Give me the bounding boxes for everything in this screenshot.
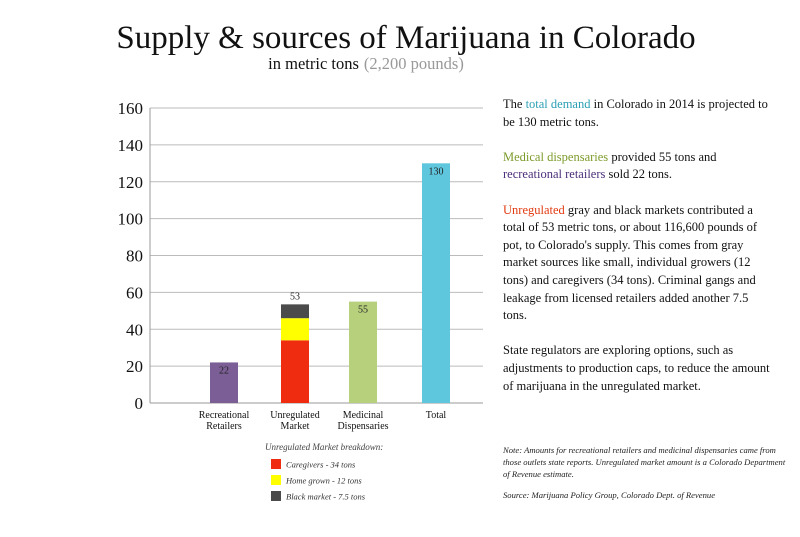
y-tick-label: 100 — [118, 210, 144, 229]
legend-swatch — [271, 491, 281, 501]
bar — [210, 362, 238, 403]
y-tick-label: 120 — [118, 173, 144, 192]
bar — [349, 301, 377, 403]
x-tick-label: Unregulated Market — [270, 410, 319, 432]
text-run: provided 55 tons and — [608, 149, 717, 164]
total-label: 53 — [290, 291, 300, 302]
subtitle-note: (2,200 pounds) — [364, 54, 464, 73]
y-tick-label: 140 — [118, 136, 144, 155]
y-tick-label: 80 — [126, 247, 143, 266]
paragraph: The total demand in Colorado in 2014 is … — [503, 96, 775, 131]
text-run: gray and black markets contributed a tot… — [503, 202, 758, 323]
paragraph: Unregulated gray and black markets contr… — [503, 202, 775, 325]
text-run: in Colorado in 2014 is projected to be 1… — [503, 97, 768, 129]
text-panel: The total demand in Colorado in 2014 is … — [503, 96, 775, 413]
bar-segment — [281, 318, 309, 341]
x-tick-label: Medicinal Dispensaries — [337, 410, 388, 432]
data-label: 55 — [358, 305, 368, 316]
y-tick-label: 20 — [126, 357, 143, 376]
paragraph: Medical dispensaries provided 55 tons an… — [503, 149, 775, 184]
text-run: State regulators are exploring options, … — [503, 343, 770, 393]
legend-label: Caregivers - 34 tons — [286, 460, 356, 470]
subtitle-text: in metric tons — [268, 54, 359, 73]
text-run: Medical dispensaries — [503, 149, 609, 164]
data-label: 22 — [219, 365, 229, 376]
text-run: recreational retailers — [503, 167, 606, 182]
paragraph: State regulators are exploring options, … — [503, 342, 775, 395]
notes: Note: Amounts for recreational retailers… — [503, 444, 793, 510]
y-tick-label: 160 — [118, 99, 144, 118]
legend-swatch — [271, 459, 281, 469]
y-tick-label: 60 — [126, 283, 143, 302]
legend-label: Home grown - 12 tons — [285, 476, 362, 486]
legend-title: Unregulated Market breakdown: — [265, 442, 383, 452]
text-run: Unregulated — [503, 202, 565, 217]
bar — [422, 163, 450, 403]
bar-segment — [281, 340, 309, 403]
data-label: 130 — [429, 166, 444, 177]
text-run: sold 22 tons. — [605, 167, 673, 182]
y-tick-label: 40 — [126, 320, 143, 339]
text-run: The — [503, 97, 526, 111]
legend-label: Black market - 7.5 tons — [286, 492, 366, 502]
bar-segment — [281, 304, 309, 319]
y-tick-label: 0 — [135, 394, 144, 413]
chart-title: Supply & sources of Marijuana in Colorad… — [116, 20, 695, 56]
note: Note: Amounts for recreational retailers… — [503, 445, 786, 479]
subtitle: in metric tons (2,200 pounds) — [268, 54, 464, 73]
legend-swatch — [271, 475, 281, 485]
text-run: total demand — [525, 97, 591, 111]
source: Source: Marijuana Policy Group, Colorado… — [503, 490, 716, 500]
x-tick-label: Total — [426, 410, 447, 421]
x-tick-label: Recreational Retailers — [199, 410, 250, 432]
